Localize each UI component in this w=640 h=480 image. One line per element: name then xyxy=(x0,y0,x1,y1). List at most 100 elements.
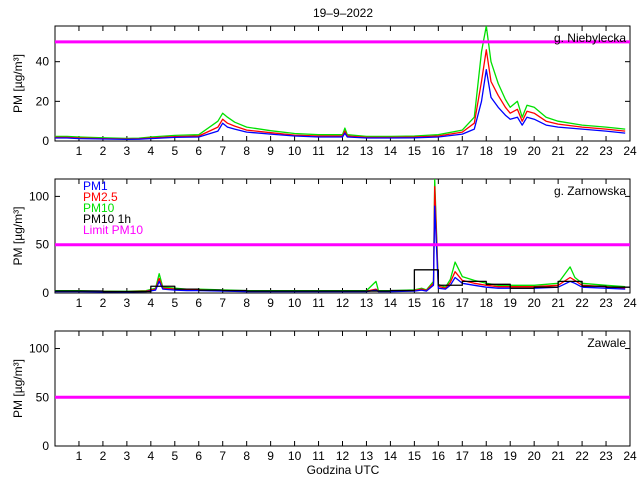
station-name: g. Niebylecka xyxy=(554,31,626,45)
y-axis-label: PM [µg/m³] xyxy=(11,54,25,113)
x-tick-label: 5 xyxy=(171,449,178,463)
x-tick-label: 1 xyxy=(76,144,83,158)
x-tick-label: 6 xyxy=(195,296,202,310)
x-tick-label: 10 xyxy=(288,449,302,463)
x-tick-label: 12 xyxy=(336,296,350,310)
x-tick-label: 9 xyxy=(267,296,274,310)
y-axis-label: PM [µg/m³] xyxy=(11,359,25,418)
x-tick-label: 12 xyxy=(336,449,350,463)
x-tick-label: 2 xyxy=(100,296,107,310)
x-tick-label: 13 xyxy=(360,449,374,463)
x-tick-label: 23 xyxy=(599,144,613,158)
x-tick-label: 22 xyxy=(575,144,589,158)
x-tick-label: 20 xyxy=(527,449,541,463)
x-tick-label: 20 xyxy=(527,144,541,158)
x-tick-label: 9 xyxy=(267,449,274,463)
y-tick-label: 50 xyxy=(36,238,50,252)
series-pm25 xyxy=(55,186,626,293)
x-tick-label: 20 xyxy=(527,296,541,310)
x-tick-label: 19 xyxy=(504,144,518,158)
x-tick-label: 16 xyxy=(432,449,446,463)
x-tick-label: 1 xyxy=(76,449,83,463)
x-tick-label: 13 xyxy=(360,296,374,310)
x-tick-label: 15 xyxy=(408,296,422,310)
y-axis-label: PM [µg/m³] xyxy=(11,207,25,266)
x-tick-label: 17 xyxy=(456,296,470,310)
x-tick-label: 22 xyxy=(575,449,589,463)
x-tick-label: 14 xyxy=(384,449,398,463)
legend-entry: PM10 1h xyxy=(83,212,131,226)
x-tick-label: 18 xyxy=(480,144,494,158)
x-tick-label: 15 xyxy=(408,144,422,158)
x-tick-label: 6 xyxy=(195,449,202,463)
series-pm1 xyxy=(55,68,626,141)
axes-box xyxy=(54,330,631,447)
x-tick-label: 2 xyxy=(100,144,107,158)
x-tick-label: 21 xyxy=(551,449,565,463)
x-tick-label: 1 xyxy=(76,296,83,310)
station-name: Zawale xyxy=(587,336,626,350)
x-tick-label: 18 xyxy=(480,449,494,463)
series-group xyxy=(55,26,626,141)
x-tick-label: 10 xyxy=(288,144,302,158)
x-tick-label: 6 xyxy=(195,144,202,158)
x-tick-label: 7 xyxy=(219,449,226,463)
x-tick-label: 19 xyxy=(504,296,518,310)
legend-entry: PM1 xyxy=(83,179,108,193)
y-tick-label: 50 xyxy=(36,390,50,404)
x-tick-label: 23 xyxy=(599,449,613,463)
panel-3: 1 2 3 4 5 6 7 8 9 10 11 12 13 14 15 16 17 18 19 20 21 22 23 240… xyxy=(11,330,637,463)
x-tick-label: 4 xyxy=(147,144,154,158)
x-tick-label: 14 xyxy=(384,144,398,158)
x-tick-label: 8 xyxy=(243,449,250,463)
x-tick-label: 16 xyxy=(432,144,446,158)
x-tick-label: 8 xyxy=(243,144,250,158)
x-tick-label: 16 xyxy=(432,296,446,310)
x-tick-label: 8 xyxy=(243,296,250,310)
x-tick-label: 4 xyxy=(147,449,154,463)
x-tick-label: 21 xyxy=(551,296,565,310)
legend-entry: PM10 xyxy=(83,201,115,215)
y-tick-label: 20 xyxy=(36,94,50,108)
x-tick-label: 11 xyxy=(312,144,325,158)
x-tick-label: 15 xyxy=(408,449,422,463)
y-tick-label: 0 xyxy=(42,134,49,148)
x-tick-label: 24 xyxy=(623,296,637,310)
x-tick-label: 7 xyxy=(219,296,226,310)
x-tick-label: 3 xyxy=(124,449,131,463)
series-pm10_1h xyxy=(55,269,630,293)
x-tick-label: 14 xyxy=(384,296,398,310)
x-tick-label: 11 xyxy=(312,449,325,463)
series-pm10 xyxy=(55,26,626,140)
x-tick-label: 21 xyxy=(551,144,565,158)
x-tick-label: 12 xyxy=(336,144,350,158)
x-tick-label: 19 xyxy=(504,449,518,463)
y-tick-label: 40 xyxy=(36,55,50,69)
x-axis-label: Godzina UTC xyxy=(307,463,380,477)
series-group xyxy=(55,179,630,293)
x-tick-label: 4 xyxy=(147,296,154,310)
panel-2: 1 2 3 4 5 6 7 8 9 10 11 12 13 14 15 16 17 18 19 20 21 22 23 240… xyxy=(11,178,637,310)
x-tick-label: 17 xyxy=(456,144,470,158)
x-tick-label: 9 xyxy=(267,144,274,158)
figure-title: 19–9–2022 xyxy=(313,6,373,20)
x-tick-label: 3 xyxy=(124,144,131,158)
x-tick-label: 5 xyxy=(171,296,178,310)
legend-entry: PM2.5 xyxy=(83,190,118,204)
x-tick-label: 18 xyxy=(480,296,494,310)
x-tick-label: 10 xyxy=(288,296,302,310)
x-tick-label: 24 xyxy=(623,449,637,463)
x-tick-label: 17 xyxy=(456,449,470,463)
x-tick-label: 13 xyxy=(360,144,374,158)
y-tick-label: 0 xyxy=(42,439,49,453)
x-tick-label: 7 xyxy=(219,144,226,158)
y-tick-label: 0 xyxy=(42,286,49,300)
legend-entry: Limit PM10 xyxy=(83,223,143,237)
station-name: g. Zarnowska xyxy=(554,184,626,198)
x-tick-label: 5 xyxy=(171,144,178,158)
x-tick-label: 22 xyxy=(575,296,589,310)
y-tick-label: 100 xyxy=(29,342,49,356)
x-tick-label: 24 xyxy=(623,144,637,158)
x-tick-label: 2 xyxy=(100,449,107,463)
